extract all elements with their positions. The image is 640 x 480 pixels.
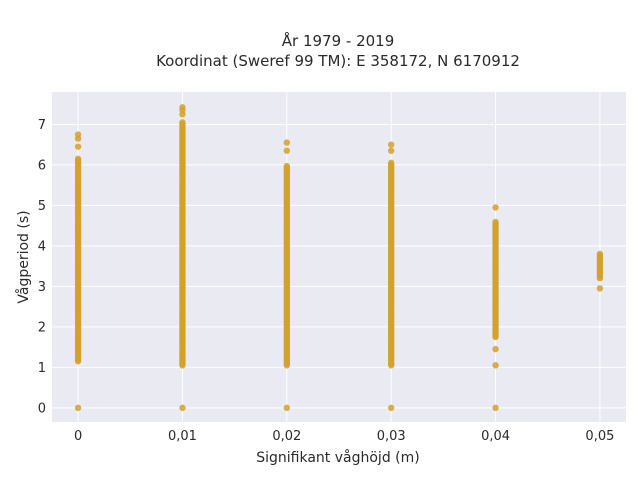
x-tick-label-1: 0,01 — [168, 429, 197, 444]
data-point-410 — [283, 139, 291, 146]
y-tick-label-0: 0 — [38, 401, 46, 416]
plot-area — [52, 92, 626, 422]
data-point-283 — [179, 104, 186, 111]
data-points — [74, 104, 604, 412]
x-axis-label: Signifikant våghöjd (m) — [256, 449, 419, 466]
data-point-537 — [387, 159, 395, 167]
data-point-125 — [74, 155, 82, 163]
data-point-409 — [283, 147, 291, 154]
x-tick-label-3: 0,03 — [377, 429, 406, 444]
data-point-612 — [492, 218, 499, 226]
data-point-284 — [179, 404, 186, 412]
data-point-633 — [596, 285, 604, 292]
y-tick-labels: 0 1 2 3 4 5 6 7 — [38, 118, 46, 416]
data-point-539 — [387, 141, 395, 148]
x-tick-label-0: 0 — [74, 429, 82, 444]
data-point-614 — [492, 345, 499, 353]
y-tick-label-4: 4 — [38, 239, 46, 254]
y-tick-label-6: 6 — [38, 158, 46, 173]
data-point-408 — [283, 162, 291, 170]
data-point-615 — [492, 362, 499, 369]
data-point-616 — [492, 404, 499, 412]
x-tick-label-5: 0,05 — [585, 429, 614, 444]
x-tick-label-4: 0,04 — [481, 429, 510, 444]
x-tick-labels: 0 0,01 0,02 0,03 0,04 0,05 — [74, 429, 614, 444]
data-point-632 — [596, 250, 604, 258]
y-tick-label-3: 3 — [38, 280, 46, 295]
chart-title-line-2: Koordinat (Sweref 99 TM): E 358172, N 61… — [156, 52, 520, 70]
data-point-129 — [74, 404, 82, 412]
y-tick-label-1: 1 — [38, 361, 46, 376]
data-point-540 — [387, 404, 395, 412]
chart-title-line-1: År 1979 - 2019 — [282, 31, 395, 50]
y-tick-label-2: 2 — [38, 320, 46, 335]
y-tick-label-7: 7 — [38, 118, 46, 133]
data-point-128 — [74, 131, 82, 138]
y-tick-label-5: 5 — [38, 199, 46, 214]
data-point-126 — [74, 143, 82, 150]
data-point-411 — [283, 404, 291, 412]
data-point-538 — [387, 147, 395, 154]
data-point-613 — [492, 204, 499, 211]
x-tick-label-2: 0,02 — [272, 429, 301, 444]
y-axis-label: Vågperiod (s) — [15, 210, 32, 303]
data-point-280 — [179, 119, 186, 126]
